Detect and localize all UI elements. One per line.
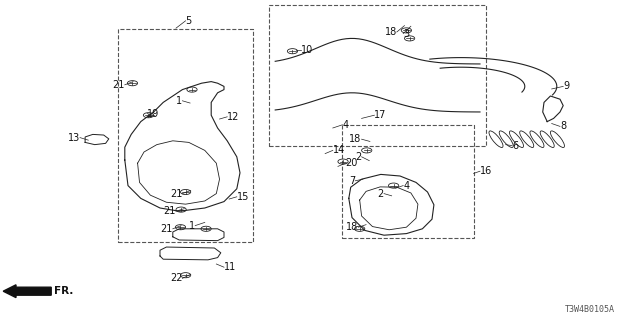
Text: FR.: FR. bbox=[54, 286, 74, 296]
Text: 2: 2 bbox=[355, 152, 362, 162]
Text: 9: 9 bbox=[563, 81, 570, 92]
Text: T3W4B0105A: T3W4B0105A bbox=[564, 305, 614, 314]
Text: 7: 7 bbox=[349, 176, 355, 186]
Text: 6: 6 bbox=[512, 140, 518, 151]
Text: 17: 17 bbox=[374, 110, 387, 120]
Text: 13: 13 bbox=[68, 132, 80, 143]
Text: 1: 1 bbox=[189, 220, 195, 231]
Text: 18: 18 bbox=[346, 222, 358, 232]
Text: 5: 5 bbox=[186, 16, 192, 26]
Text: 21: 21 bbox=[161, 224, 173, 234]
Text: 11: 11 bbox=[224, 262, 236, 272]
Text: 4: 4 bbox=[403, 180, 410, 191]
Text: 8: 8 bbox=[560, 121, 566, 132]
Text: 21: 21 bbox=[113, 80, 125, 90]
Text: 18: 18 bbox=[385, 27, 397, 37]
Text: 3: 3 bbox=[403, 28, 410, 39]
Text: 2: 2 bbox=[378, 188, 384, 199]
Text: 12: 12 bbox=[227, 112, 239, 122]
Text: 4: 4 bbox=[342, 120, 349, 130]
Bar bbox=[118, 29, 253, 242]
Text: 21: 21 bbox=[170, 188, 182, 199]
Text: 10: 10 bbox=[301, 44, 313, 55]
Text: 18: 18 bbox=[349, 134, 362, 144]
Text: 16: 16 bbox=[480, 166, 492, 176]
Text: 1: 1 bbox=[176, 96, 182, 106]
Text: 21: 21 bbox=[164, 206, 176, 216]
Text: 22: 22 bbox=[170, 273, 182, 284]
Bar bbox=[269, 5, 486, 146]
Bar bbox=[342, 125, 474, 238]
Text: 20: 20 bbox=[346, 158, 358, 168]
FancyArrow shape bbox=[3, 285, 51, 298]
Text: 19: 19 bbox=[147, 108, 159, 119]
Text: 15: 15 bbox=[237, 192, 249, 202]
Text: 14: 14 bbox=[333, 145, 345, 156]
